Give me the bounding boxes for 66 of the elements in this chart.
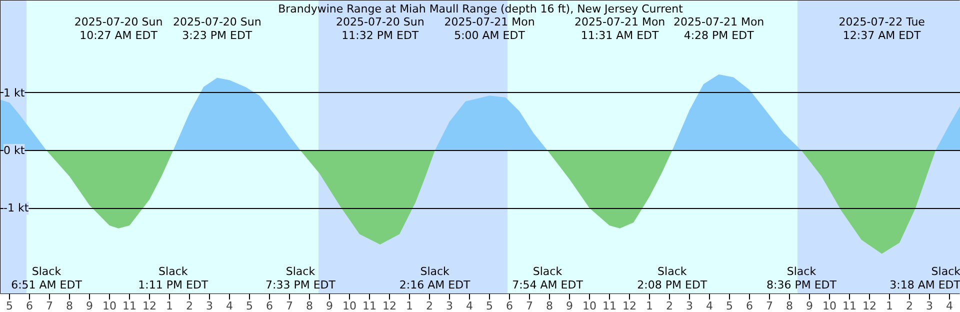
x-tick-label: 1	[886, 300, 893, 312]
x-tick-label: 1	[646, 300, 653, 312]
x-tick-label: 6	[506, 300, 513, 312]
x-tick-label: 8	[306, 300, 313, 312]
x-tick-label: 10	[582, 300, 596, 312]
x-tick-label: 8	[66, 300, 73, 312]
x-tick-label: 12	[142, 300, 156, 312]
x-tick-label: 8	[546, 300, 553, 312]
x-tick-label: 7	[46, 300, 53, 312]
chart-title: Brandywine Range at Miah Maull Range (depth 16 ft), New Jersey Current	[278, 2, 684, 16]
x-tick-label: 12	[862, 300, 876, 312]
x-tick-label: 1	[406, 300, 413, 312]
x-tick-label: 6	[266, 300, 273, 312]
x-tick-label: 4	[946, 300, 953, 312]
annotation: Slack 7:33 PM EDT	[266, 264, 336, 292]
annotation: 2025-07-21 Mon 4:28 PM EDT	[674, 16, 764, 42]
annotation: 2025-07-21 Mon 5:00 AM EDT	[444, 16, 535, 42]
annotation: Slack 2:16 AM EDT	[399, 264, 471, 292]
x-tick-label: 9	[86, 300, 93, 312]
x-tick-label: 5	[246, 300, 253, 312]
y-tick-label: 0 kt	[4, 144, 26, 157]
x-tick-label: 8	[786, 300, 793, 312]
annotation: Slack 7:54 AM EDT	[512, 264, 584, 292]
x-tick-label: 7	[766, 300, 773, 312]
x-tick-label: 9	[566, 300, 573, 312]
x-tick-label: 3	[686, 300, 693, 312]
x-tick-label: 7	[526, 300, 533, 312]
x-tick-label: 3	[446, 300, 453, 312]
x-tick-label: 4	[466, 300, 473, 312]
x-tick-label: 1	[166, 300, 173, 312]
x-tick-label: 11	[362, 300, 376, 312]
annotation: 2025-07-20 Sun 10:27 AM EDT	[74, 16, 163, 42]
annotation: 2025-07-21 Mon 11:31 AM EDT	[574, 16, 666, 42]
x-tick-label: 9	[806, 300, 813, 312]
x-tick-label: 7	[286, 300, 293, 312]
annotation: 2025-07-22 Tue 12:37 AM EDT	[838, 16, 926, 42]
annotation: 2025-07-20 Sun 3:23 PM EDT	[172, 16, 262, 42]
x-tick-label: 5	[6, 300, 13, 312]
x-tick-label: 2	[906, 300, 913, 312]
x-tick-label: 12	[622, 300, 636, 312]
y-tick-label: 1 kt	[4, 86, 26, 100]
x-tick-label: 10	[822, 300, 836, 312]
x-tick-label: 11	[842, 300, 856, 312]
x-tick-label: 6	[26, 300, 33, 312]
annotation: Slack 1:11 PM EDT	[138, 264, 208, 292]
x-tick-label: 10	[102, 300, 116, 312]
x-tick-label: 4	[706, 300, 713, 312]
x-tick-label: 2	[426, 300, 433, 312]
x-tick-label: 10	[342, 300, 356, 312]
x-tick-label: 11	[602, 300, 616, 312]
x-tick-label: 6	[746, 300, 753, 312]
x-tick-label: 3	[926, 300, 933, 312]
x-tick-label: 3	[206, 300, 213, 312]
x-tick-label: 2	[186, 300, 193, 312]
annotation: Slack 2:08 PM EDT	[637, 264, 708, 292]
annotation: Slack 6:51 AM EDT	[11, 264, 82, 292]
x-tick-label: 12	[382, 300, 396, 312]
y-tick-label: -1 kt	[4, 202, 30, 215]
x-tick-label: 5	[726, 300, 733, 312]
x-tick-label: 9	[326, 300, 333, 312]
x-tick-label: 5	[486, 300, 493, 312]
annotation: 2025-07-20 Sun 11:32 PM EDT	[336, 16, 424, 42]
x-tick-label: 4	[226, 300, 233, 312]
x-tick-label: 2	[666, 300, 673, 312]
annotation: Slack 8:36 PM EDT	[766, 264, 837, 292]
x-tick-label: 11	[122, 300, 136, 312]
